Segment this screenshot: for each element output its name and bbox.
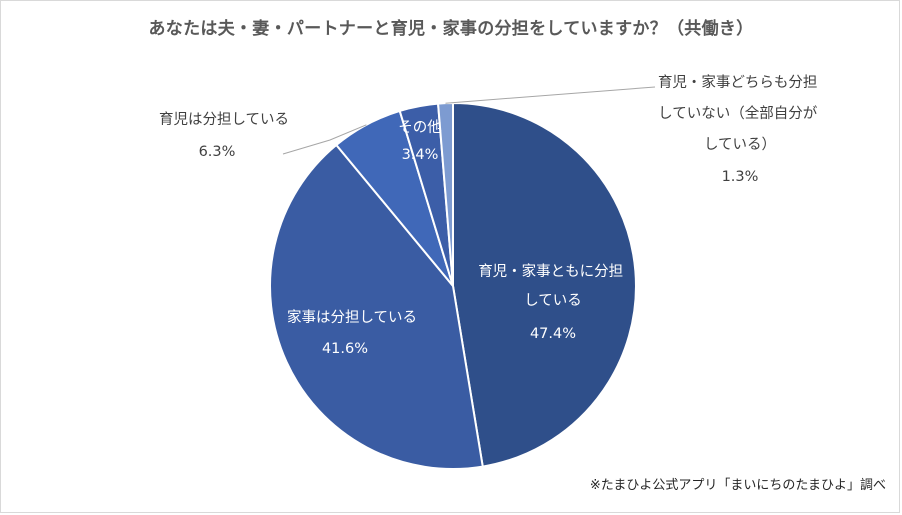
pie-slice-both-share xyxy=(452,101,637,468)
slice-label-no-share: 育児・家事どちらも分担 していない（全部自分が している） xyxy=(658,74,822,153)
slice-value-other: 3.4% xyxy=(402,147,439,163)
slice-value-no-share: 1.3% xyxy=(722,169,759,185)
leader-line-childcare-share xyxy=(282,124,367,155)
slice-label-other: その他 xyxy=(398,119,442,136)
slice-value-both-share: 47.4% xyxy=(530,326,576,342)
pie-slice-housework-share xyxy=(269,143,484,470)
slice-value-childcare-share: 6.3% xyxy=(199,144,236,160)
slice-label-childcare-share: 育児は分担している xyxy=(159,111,289,128)
slice-label-housework-share: 家事は分担している xyxy=(287,309,417,326)
slice-value-housework-share: 41.6% xyxy=(322,341,368,357)
leader-line-no-share xyxy=(445,86,656,104)
slice-label-both-share: 育児・家事ともに分担 している xyxy=(478,263,628,309)
source-note: ※たまひよ公式アプリ「まいにちのたまひよ」調べ xyxy=(589,478,886,493)
chart-title: あなたは夫・妻・パートナーと育児・家事の分担をしていますか？（共働き） xyxy=(148,19,754,39)
